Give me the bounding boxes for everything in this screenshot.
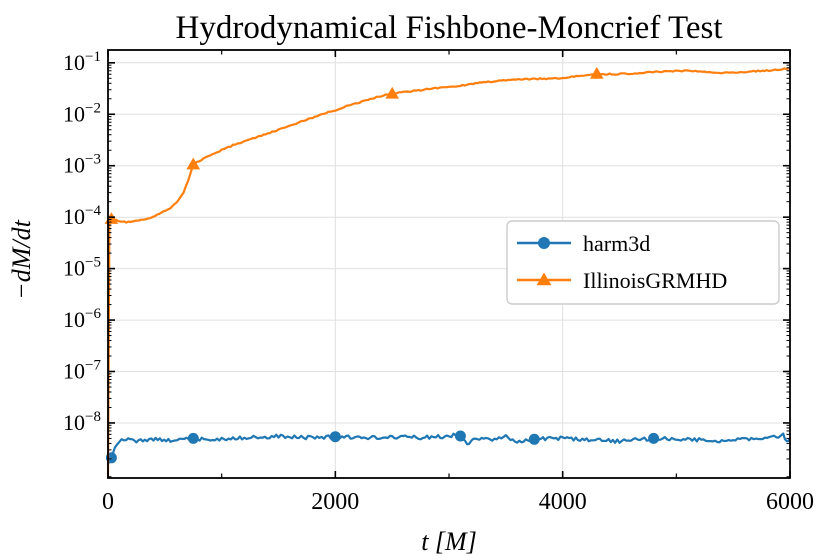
series-layer [104,66,792,478]
y-tick-label: 10−6 [63,306,101,332]
tick-marks [107,50,791,478]
circle-marker [528,433,540,445]
series-markers-harm3d [105,430,660,464]
legend: harm3d IllinoisGRMHD [506,220,780,305]
x-tick-label: 0 [102,489,114,515]
x-tick-label: 4000 [539,489,587,515]
y-tick-label: 10−8 [63,409,101,435]
triangle-marker [186,157,201,170]
triangle-marker [385,86,399,99]
grid-layer [108,50,790,478]
chart-title: Hydrodynamical Fishbone-Moncrief Test [176,10,723,46]
circle-marker [329,431,341,443]
series-line-illinoisgrmhd [106,67,792,478]
y-tick-label: 10−5 [63,255,101,281]
legend-label-harm3d: harm3d [583,231,650,256]
series-markers-illinoisgrmhd [104,66,604,224]
y-axis-label: −dM/dt [7,219,36,299]
x-tick-label: 2000 [311,489,359,515]
y-tick-label: 10−3 [63,152,101,178]
series-line-harm3d [106,432,792,465]
legend-box [506,220,780,305]
x-tick-label: 6000 [766,489,814,515]
y-tick-label: 10−2 [63,100,101,126]
triangle-marker [590,66,604,79]
circle-marker [187,432,199,444]
circle-marker [648,432,660,444]
y-tick-label: 10−1 [63,49,101,75]
circle-marker [454,430,466,442]
legend-label-illinoisgrmhd: IllinoisGRMHD [583,268,727,293]
y-tick-label: 10−4 [63,203,101,229]
legend-triangle-marker [536,272,552,286]
x-axis-label: t [M] [421,527,477,556]
y-tick-label: 10−7 [63,358,101,384]
legend-circle-marker [538,237,550,249]
